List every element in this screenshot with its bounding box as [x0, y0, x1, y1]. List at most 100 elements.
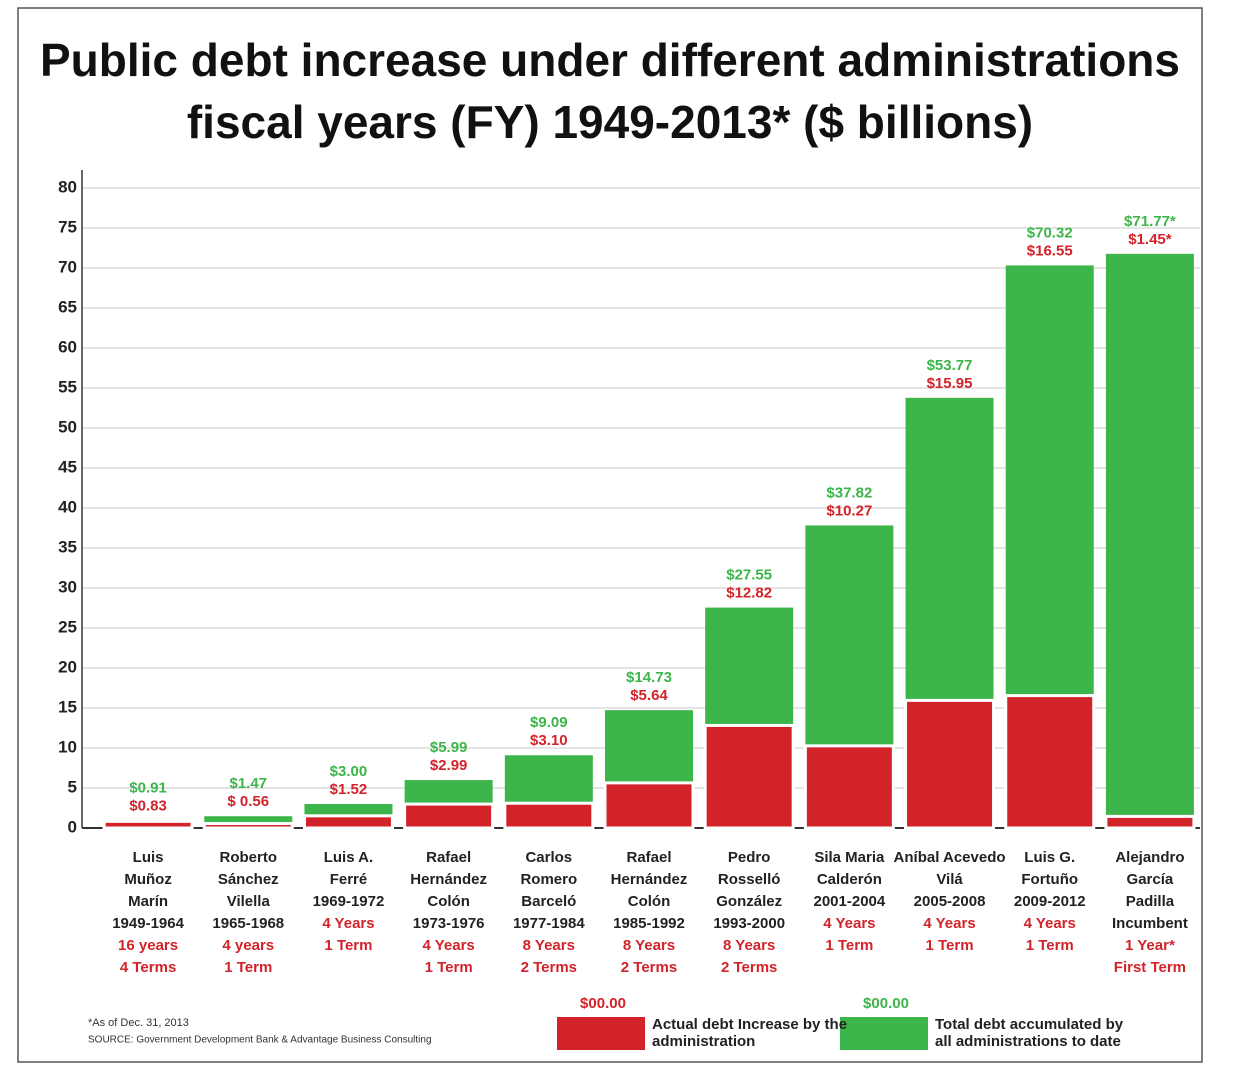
legend-sample: $00.00 [580, 995, 626, 1012]
terms-label: 2 Terms [521, 959, 577, 976]
x-tick-label: Aníbal Acevedo [894, 849, 1006, 866]
bar [302, 814, 394, 830]
period-label: 2001-2004 [813, 893, 885, 910]
legend-label: Total debt accumulated by all administra… [935, 1016, 1124, 1050]
bar [1004, 694, 1096, 830]
terms-label: First Term [1114, 959, 1186, 976]
period-label: 1977-1984 [513, 915, 585, 932]
value-label: $10.27 [826, 502, 872, 519]
terms-label: 2 Terms [721, 959, 777, 976]
y-tick-label: 35 [58, 537, 77, 556]
x-tick-label: Hernández [410, 871, 487, 888]
value-label: $12.82 [726, 585, 772, 602]
x-tick-label: Padilla [1126, 893, 1175, 910]
legend-swatch [557, 1017, 645, 1050]
value-label: $1.47 [229, 775, 267, 792]
x-tick-label: Carlos [525, 849, 572, 866]
tenure-label: 4 Years [923, 915, 975, 932]
period-label: 1993-2000 [713, 915, 785, 932]
legend-swatch [840, 1017, 928, 1050]
bar [603, 781, 695, 830]
x-tick-label: Rosselló [718, 871, 781, 888]
value-label: $5.99 [430, 739, 468, 756]
bar [202, 822, 294, 830]
y-tick-label: 0 [68, 817, 77, 836]
x-tick-label: Sila Maria [814, 849, 885, 866]
terms-label: 1 Term [926, 937, 974, 954]
bar [503, 801, 595, 830]
period-label: 1969-1972 [313, 893, 385, 910]
bar [1104, 814, 1196, 830]
period-label: 1973-1976 [413, 915, 485, 932]
y-tick-label: 40 [58, 497, 77, 516]
y-tick-label: 60 [58, 337, 77, 356]
x-tick-label: Pedro [728, 849, 771, 866]
value-label: $70.32 [1027, 224, 1073, 241]
x-tick-label: Vilella [227, 893, 271, 910]
bar [1105, 253, 1194, 829]
value-label: $0.91 [129, 780, 167, 797]
x-tick-label: Calderón [817, 871, 882, 888]
x-tick-label: Ferré [330, 871, 368, 888]
terms-label: 1 Term [224, 959, 272, 976]
y-tick-label: 5 [68, 777, 77, 796]
x-tick-label: Hernández [611, 871, 688, 888]
x-tick-label: Rafael [426, 849, 471, 866]
tenure-label: 4 Years [422, 937, 474, 954]
period-label: 2005-2008 [914, 893, 986, 910]
tenure-label: 8 Years [723, 937, 775, 954]
terms-label: 2 Terms [621, 959, 677, 976]
x-tick-label: Alejandro [1115, 849, 1184, 866]
period-label: 1965-1968 [212, 915, 284, 932]
y-tick-label: 30 [58, 577, 77, 596]
y-tick-label: 80 [58, 177, 77, 196]
period-label: 2009-2012 [1014, 893, 1086, 910]
bar [703, 723, 795, 830]
value-label: $27.55 [726, 567, 772, 584]
value-label: $3.10 [530, 732, 568, 749]
y-tick-label: 70 [58, 257, 77, 276]
x-tick-label: Roberto [220, 849, 278, 866]
x-tick-label: Vilá [936, 871, 963, 888]
value-label: $16.55 [1027, 242, 1073, 259]
y-tick-label: 10 [58, 737, 77, 756]
value-label: $3.00 [330, 763, 368, 780]
value-label: $14.73 [626, 669, 672, 686]
tenure-label: 1 Year* [1125, 937, 1175, 954]
value-label: $53.77 [927, 357, 973, 374]
tenure-label: 16 years [118, 937, 178, 954]
x-tick-label: García [1127, 871, 1174, 888]
value-label: $1.45* [1128, 231, 1172, 248]
y-tick-label: 20 [58, 657, 77, 676]
legend-sample: $00.00 [863, 995, 909, 1012]
x-tick-label: Muñoz [124, 871, 171, 888]
value-label: $2.99 [430, 757, 468, 774]
value-label: $37.82 [826, 484, 872, 501]
value-label: $15.95 [927, 375, 973, 392]
terms-label: 1 Term [425, 959, 473, 976]
value-label: $0.83 [129, 798, 167, 815]
value-label: $5.64 [630, 687, 668, 704]
tenure-label: 4 years [222, 937, 274, 954]
bar [403, 802, 495, 830]
x-tick-label: Colón [427, 893, 470, 910]
chart-title: Public debt increase under different adm… [40, 34, 1180, 86]
frame [17, 7, 1203, 1063]
y-tick-label: 55 [58, 377, 77, 396]
terms-label: 4 Terms [120, 959, 176, 976]
tenure-label: 4 Years [1024, 915, 1076, 932]
source: SOURCE: Government Development Bank & Ad… [88, 1035, 432, 1046]
y-tick-label: 45 [58, 457, 77, 476]
footnote: *As of Dec. 31, 2013 [88, 1017, 189, 1029]
x-tick-label: Luis A. [324, 849, 373, 866]
x-tick-label: Colón [628, 893, 671, 910]
x-tick-label: Romero [520, 871, 577, 888]
period-label: Incumbent [1112, 915, 1188, 932]
terms-label: 1 Term [825, 937, 873, 954]
bar [102, 819, 194, 830]
y-tick-label: 75 [58, 217, 77, 236]
y-tick-label: 25 [58, 617, 77, 636]
chart-title: fiscal years (FY) 1949-2013* ($ billions… [187, 96, 1033, 148]
bar [904, 698, 996, 830]
